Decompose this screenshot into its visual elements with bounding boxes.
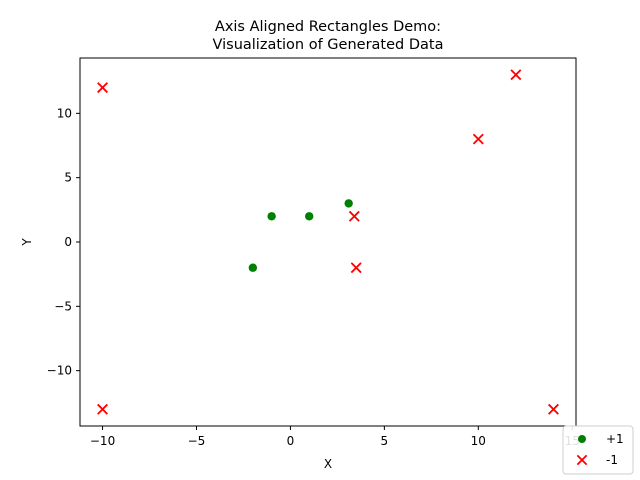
point-negative-6 [510, 69, 522, 81]
point-positive-1 [248, 263, 258, 272]
y-axis: −10 −5 0 5 10 [47, 106, 80, 378]
point-negative-5-stroke-b [472, 133, 484, 145]
y-tick-label-3: 5 [64, 171, 72, 185]
point-negative-2-stroke-b [97, 403, 109, 415]
point-negative-3-stroke-b [348, 210, 360, 222]
legend: +1 -1 [562, 425, 634, 475]
chart-title: Axis Aligned Rectangles Demo: Visualizat… [213, 19, 444, 53]
legend-marker-negative [576, 454, 588, 466]
point-positive-3 [305, 212, 314, 221]
series-positive [248, 199, 353, 272]
plot-area [79, 57, 577, 427]
point-negative-6-stroke-b [510, 69, 522, 81]
point-negative-4 [350, 262, 362, 274]
point-negative-7 [547, 403, 559, 415]
point-negative-3 [348, 210, 360, 222]
x-tick-label-3: 5 [381, 434, 389, 448]
point-negative-1-stroke-b [97, 82, 109, 94]
point-positive-2 [267, 212, 276, 221]
point-negative-5 [472, 133, 484, 145]
x-tick-label-0: −10 [90, 434, 115, 448]
chart-title-line-2: Visualization of Generated Data [213, 37, 444, 53]
plot-frame [79, 57, 577, 427]
point-negative-1 [97, 82, 109, 94]
y-tick-label-0: −10 [47, 364, 72, 378]
legend-marker-negative-stroke-b [576, 454, 588, 466]
legend-label-negative: -1 [606, 453, 618, 467]
point-positive-4 [344, 199, 353, 208]
y-axis-label: Y [20, 238, 34, 247]
legend-marker-positive [578, 435, 586, 443]
legend-label-positive: +1 [606, 432, 624, 446]
x-axis-label: X [324, 457, 332, 471]
y-tick-label-2: 0 [64, 235, 72, 249]
y-tick-label-1: −5 [54, 299, 72, 313]
x-axis: −10−5051015 [90, 426, 580, 448]
point-negative-7-stroke-b [547, 403, 559, 415]
point-negative-2 [97, 403, 109, 415]
x-tick-label-4: 10 [471, 434, 486, 448]
x-tick-label-2: 0 [287, 434, 295, 448]
y-tick-label-4: 10 [57, 106, 72, 120]
x-tick-label-1: −5 [188, 434, 206, 448]
point-negative-4-stroke-b [350, 262, 362, 274]
series-negative [97, 69, 559, 415]
chart-title-line-1: Axis Aligned Rectangles Demo: [215, 19, 441, 35]
